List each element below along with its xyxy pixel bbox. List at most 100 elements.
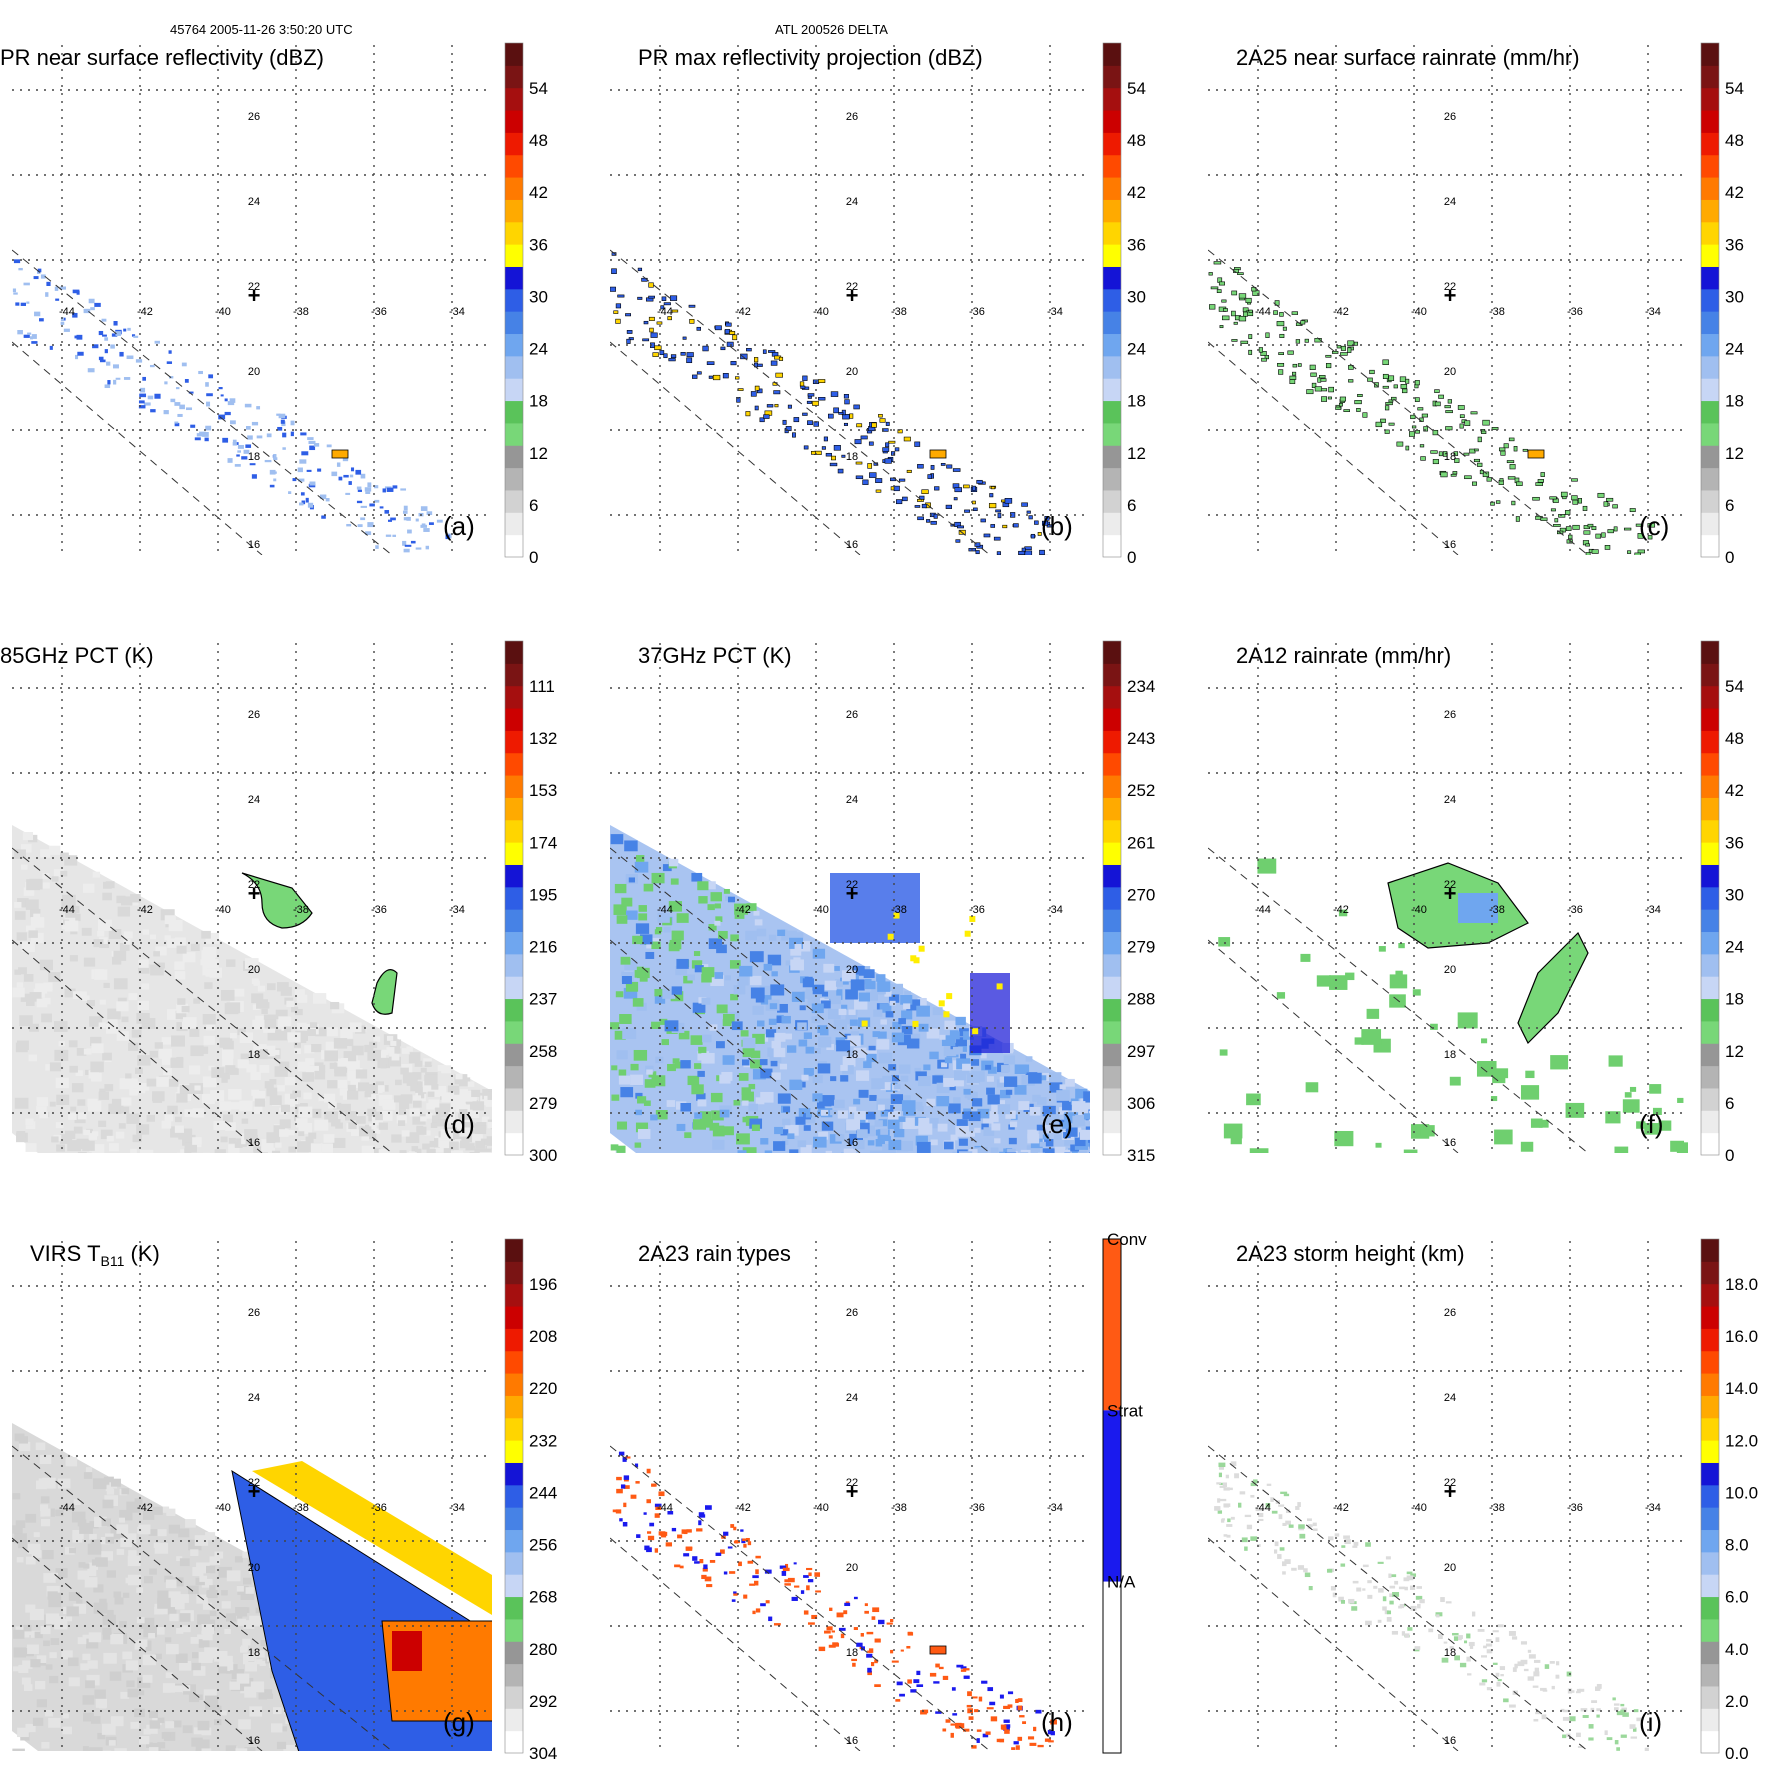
swath-cell xyxy=(417,1093,425,1099)
swath-cell xyxy=(218,1666,228,1674)
rain-pixel xyxy=(1287,350,1294,355)
swath-cell xyxy=(16,1130,26,1139)
rain-pixel xyxy=(855,475,864,480)
rain-pixel xyxy=(1279,1547,1285,1551)
colorbar-tick-label: 14.0 xyxy=(1725,1379,1758,1398)
rain-pixel xyxy=(1514,1663,1518,1669)
rain-pixel xyxy=(1540,1687,1547,1691)
swath-cell xyxy=(398,1120,406,1127)
rain-pixel xyxy=(885,442,890,448)
lon-label: -44 xyxy=(59,306,75,318)
swath-cell xyxy=(48,1717,61,1728)
swath-cell xyxy=(424,1130,431,1136)
swath-cell xyxy=(614,883,627,894)
swath-cell xyxy=(1495,1068,1509,1079)
swath-cell xyxy=(101,1518,112,1527)
swath-cell xyxy=(941,1062,948,1068)
rain-pixel xyxy=(921,1709,929,1714)
swath-cell xyxy=(167,1591,181,1602)
swath-cell xyxy=(930,1139,938,1146)
colorbar-tick-label: 54 xyxy=(1725,677,1744,696)
swath-cell xyxy=(765,1029,777,1038)
swath-cell xyxy=(846,1119,861,1131)
swath-cell xyxy=(28,1054,37,1062)
colorbar-step xyxy=(1701,355,1719,379)
rain-pixel xyxy=(807,1579,814,1583)
colorbar-step xyxy=(1701,1373,1719,1396)
swath-cell xyxy=(1219,1049,1228,1056)
rain-pixel xyxy=(1535,1712,1542,1715)
swath-cell xyxy=(878,1119,888,1127)
rain-pixel xyxy=(842,414,850,420)
swath-cell xyxy=(139,1149,154,1153)
rain-pixel xyxy=(907,1631,913,1635)
rain-pixel xyxy=(1622,1712,1629,1717)
swath-cell xyxy=(890,1094,904,1104)
swath-cell xyxy=(858,1089,869,1098)
rain-pixel xyxy=(1453,1636,1459,1641)
swath-cell xyxy=(245,1135,258,1145)
rain-pixel xyxy=(806,400,812,404)
rain-pixel xyxy=(975,550,980,555)
swath-cell xyxy=(367,1049,381,1061)
swath-cell xyxy=(214,1149,226,1153)
colorbar-label: Strat xyxy=(1107,1401,1143,1420)
rain-pixel xyxy=(1306,389,1314,395)
rain-pixel xyxy=(420,524,427,528)
rain-pixel xyxy=(793,1562,797,1565)
lat-label: 26 xyxy=(846,1307,858,1319)
swath-cell xyxy=(343,1051,357,1062)
rain-pixel xyxy=(1226,1524,1233,1527)
colorbar-step xyxy=(505,931,523,955)
rain-pixel xyxy=(1343,1535,1350,1539)
swath-cell xyxy=(1027,1133,1040,1144)
cold-pixel xyxy=(918,945,925,952)
rain-pixel xyxy=(1512,1636,1518,1640)
swath-cell xyxy=(39,1454,52,1465)
rain-pixel xyxy=(163,410,169,415)
swath-cell xyxy=(880,1019,887,1025)
rain-pixel xyxy=(715,1552,722,1556)
swath-cell xyxy=(294,1008,303,1016)
colorbar-step xyxy=(1701,110,1719,133)
swath-cell xyxy=(87,1568,97,1577)
swath-cell xyxy=(55,1568,68,1578)
rain-pixel xyxy=(890,1649,894,1654)
panel-label: (d) xyxy=(443,1109,475,1139)
swath-cell xyxy=(752,1005,764,1015)
swath-cell xyxy=(30,908,41,918)
swath-cell xyxy=(773,1047,786,1058)
rain-pixel xyxy=(1634,552,1641,555)
rain-pixel xyxy=(1391,396,1397,401)
swath-cell xyxy=(132,1081,141,1089)
swath-cell xyxy=(437,1119,445,1126)
swath-cell xyxy=(121,1016,129,1023)
rain-pixel xyxy=(667,1510,674,1515)
rain-pixel xyxy=(768,1616,773,1622)
swath-cell xyxy=(169,1613,179,1622)
rain-pixel xyxy=(1216,1482,1221,1485)
swath-cell xyxy=(619,1014,632,1024)
rain-pixel xyxy=(768,350,776,353)
swath-cell xyxy=(932,1075,943,1084)
rain-pixel xyxy=(407,529,412,534)
rain-pixel xyxy=(1221,299,1227,303)
swath-cell xyxy=(72,1534,83,1543)
swath-cell xyxy=(780,1129,789,1136)
rain-pixel xyxy=(356,500,363,504)
swath-cell xyxy=(1042,1148,1055,1153)
rain-pixel xyxy=(899,1693,905,1697)
rain-pixel xyxy=(1587,523,1594,528)
rain-pixel xyxy=(1500,450,1506,456)
swath-cell xyxy=(1246,1093,1261,1106)
swath-cell xyxy=(782,1118,791,1126)
swath-cell xyxy=(1045,1114,1060,1125)
swath-cell xyxy=(273,1049,280,1055)
swath-cell xyxy=(734,903,749,915)
swath-cell xyxy=(748,1083,756,1090)
lat-label: 22 xyxy=(846,281,858,293)
swath-cell xyxy=(789,937,803,949)
swath-cell xyxy=(49,1675,59,1684)
swath-cell xyxy=(127,1688,139,1698)
swath-edge-lower xyxy=(610,939,861,1153)
